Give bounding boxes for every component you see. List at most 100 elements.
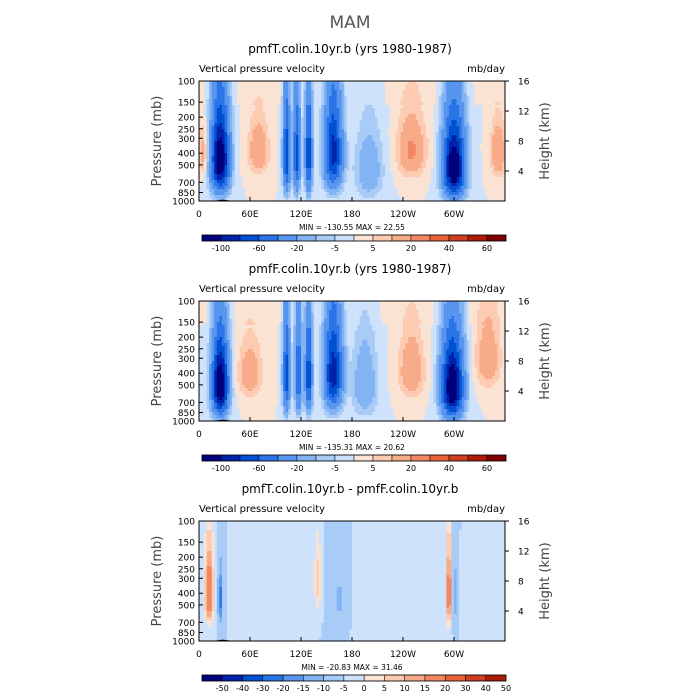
heatmap-cell (446, 189, 450, 193)
heatmap-cell (484, 183, 488, 187)
heatmap-cell (232, 183, 236, 187)
heatmap-cell (451, 126, 455, 130)
heatmap-cell (278, 84, 281, 88)
heatmap-cell (425, 177, 429, 181)
heatmap-cell (308, 138, 312, 142)
heatmap-cell (405, 141, 409, 145)
heatmap-cell (257, 126, 261, 130)
heatmap-cell (313, 108, 317, 112)
heatmap-cell (303, 87, 307, 91)
heatmap-cell (318, 99, 322, 103)
heatmap-cell (242, 177, 246, 181)
heatmap-cell (479, 105, 483, 109)
heatmap-cell (216, 126, 220, 130)
heatmap-cell (392, 192, 396, 196)
heatmap-cell (367, 129, 371, 133)
heatmap-cell (367, 87, 371, 91)
heatmap-cell (229, 114, 233, 118)
heatmap-cell (331, 90, 335, 94)
heatmap-cell (494, 135, 498, 139)
heatmap-cell (237, 171, 241, 175)
heatmap-cell (321, 93, 325, 97)
heatmap-cell (288, 93, 292, 97)
heatmap-cell (214, 198, 218, 202)
heatmap-cell (267, 87, 271, 91)
heatmap-cell (311, 180, 315, 184)
heatmap-cell (247, 144, 251, 148)
heatmap-cell (247, 87, 251, 91)
heatmap-cell (377, 120, 381, 124)
heatmap-cell (456, 105, 460, 109)
heatmap-cell (280, 93, 284, 97)
heatmap-cell (301, 180, 304, 184)
heatmap-cell (250, 183, 253, 187)
heatmap-cell (199, 96, 202, 100)
heatmap-cell (466, 183, 470, 187)
heatmap-cell (318, 81, 322, 85)
heatmap-cell (201, 385, 205, 389)
heatmap-cell (464, 153, 468, 157)
heatmap-cell (433, 123, 437, 127)
heatmap-cell (298, 132, 302, 136)
heatmap-cell (395, 195, 399, 199)
heatmap-cell (428, 117, 432, 121)
heatmap-cell (431, 171, 434, 175)
heatmap-cell (494, 87, 498, 91)
heatmap-cell (487, 186, 491, 190)
heatmap-cell (461, 180, 465, 184)
heatmap-cell (311, 93, 315, 97)
heatmap-cell (405, 183, 409, 187)
heatmap-cell (323, 147, 327, 151)
heatmap-cell (464, 156, 468, 160)
heatmap-cell (298, 192, 302, 196)
heatmap-cell (423, 111, 427, 115)
heatmap-cell (323, 114, 327, 118)
heatmap-cell (336, 114, 340, 118)
heatmap-cell (489, 180, 493, 184)
heatmap-cell (443, 120, 447, 124)
heatmap-cell (415, 129, 419, 133)
heatmap-cell (316, 120, 320, 124)
heatmap-cell (331, 129, 335, 133)
heatmap-cell (448, 126, 452, 130)
heatmap-cell (298, 102, 302, 106)
heatmap-cell (201, 183, 205, 187)
heatmap-cell (301, 84, 304, 88)
heatmap-cell (306, 84, 310, 88)
heatmap-cell (362, 195, 366, 199)
heatmap-cell (349, 87, 353, 91)
heatmap-cell (201, 355, 205, 359)
heatmap-cell (295, 153, 299, 157)
heatmap-cell (484, 138, 488, 142)
heatmap-cell (311, 111, 315, 115)
heatmap-cell (423, 105, 427, 109)
heatmap-cell (301, 192, 304, 196)
heatmap-cell (204, 105, 208, 109)
heatmap-cell (499, 114, 503, 118)
heatmap-cell (336, 120, 340, 124)
heatmap-cell (311, 108, 315, 112)
heatmap-cell (436, 129, 440, 133)
heatmap-cell (283, 135, 287, 139)
heatmap-cell (492, 138, 496, 142)
heatmap-cell (321, 177, 325, 181)
heatmap-cell (244, 174, 248, 178)
heatmap-cell (385, 84, 389, 88)
heatmap-cell (385, 192, 389, 196)
heatmap-cell (201, 111, 205, 115)
heatmap-cell (494, 162, 498, 166)
y-tick-label: 1000 (172, 198, 195, 208)
heatmap-cell (474, 192, 478, 196)
heatmap-cell (255, 171, 259, 175)
heatmap-cell (492, 144, 496, 148)
heatmap-cell (316, 114, 320, 118)
heatmap-cell (232, 120, 236, 124)
heatmap-cell (431, 87, 434, 91)
heatmap-cell (201, 322, 205, 326)
heatmap-cell (461, 159, 465, 163)
heatmap-cell (380, 195, 383, 199)
heatmap-cell (285, 90, 289, 94)
heatmap-cell (257, 165, 261, 169)
heatmap-cell (216, 141, 220, 145)
heatmap-cell (469, 96, 473, 100)
